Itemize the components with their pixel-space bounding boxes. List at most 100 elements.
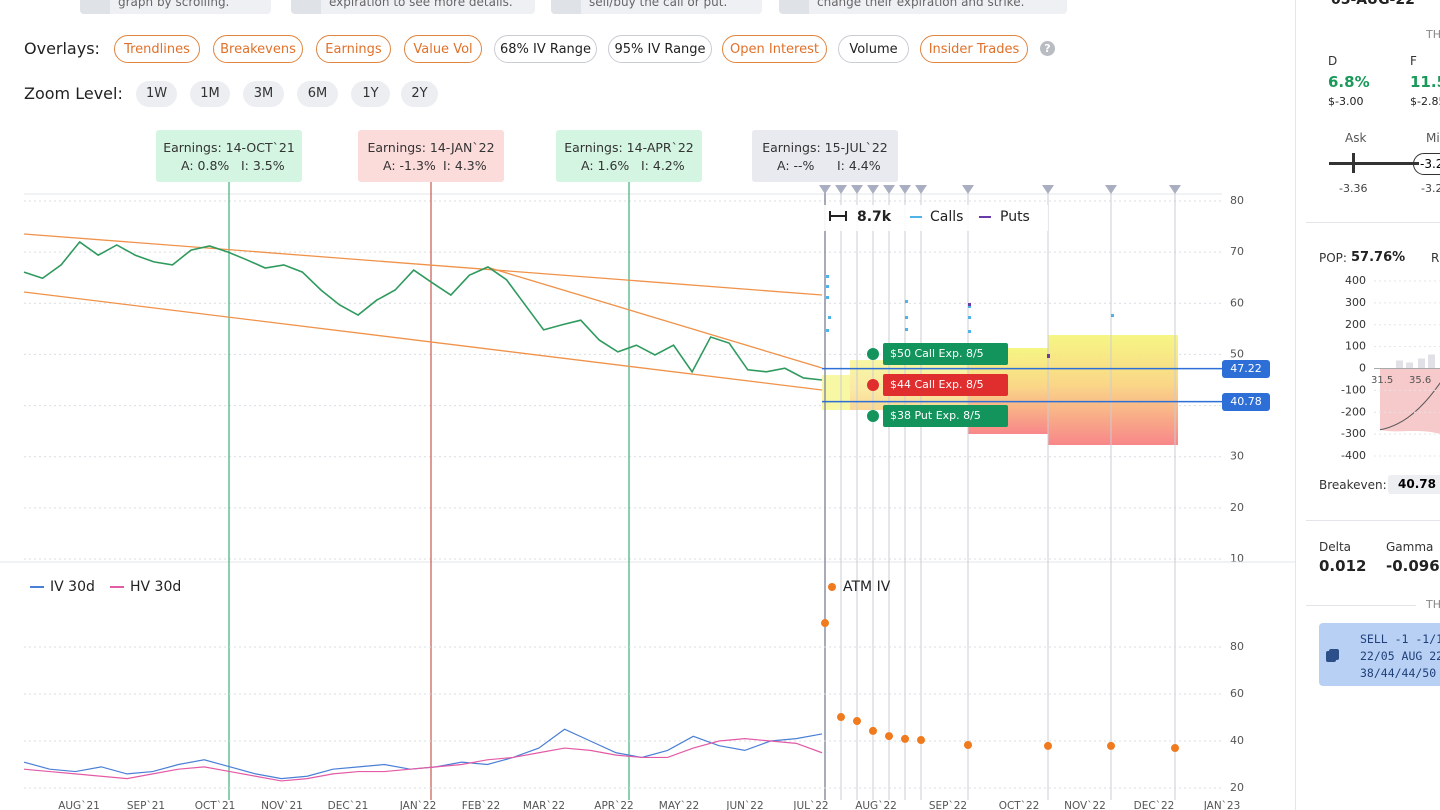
help-icon[interactable]: ? xyxy=(1040,41,1055,56)
overlay-toggle[interactable]: Volume xyxy=(838,35,909,63)
overlay-toggle[interactable]: Breakevens xyxy=(213,35,303,63)
x-tick-label: NOV`22 xyxy=(1064,800,1106,810)
earnings-implied: I: 4.3% xyxy=(443,158,487,173)
overlay-toggle[interactable]: 68% IV Range xyxy=(494,35,597,63)
calls-swatch xyxy=(910,216,922,218)
trendline xyxy=(23,291,823,391)
zoom-button[interactable]: 6M xyxy=(297,81,338,107)
zoom-button[interactable]: 2Y xyxy=(401,81,438,107)
zoom-button[interactable]: 1M xyxy=(190,81,230,107)
y-tick-label: 20 xyxy=(1230,501,1244,514)
greek-name: Gamma xyxy=(1386,540,1434,554)
expiration-marker xyxy=(1105,185,1117,194)
mid-pill: -3.2 xyxy=(1413,153,1440,175)
hint-icon xyxy=(80,0,110,14)
iv-line xyxy=(23,738,823,782)
expiration-marker xyxy=(1042,185,1054,194)
price-badge: 40.78 xyxy=(1222,392,1270,411)
order-dot xyxy=(867,348,879,361)
open-interest-bar xyxy=(826,329,829,332)
overlay-toggle[interactable]: Earnings xyxy=(316,35,391,63)
open-interest-bar xyxy=(826,275,829,278)
open-interest-bar xyxy=(828,316,831,319)
mid-value: -3.2 xyxy=(1421,182,1440,195)
y-tick-label: 80 xyxy=(1230,194,1244,207)
hint-box: change their expiration and strike. xyxy=(779,0,1067,14)
oi-legend: 8.7k Calls Puts xyxy=(822,205,1048,231)
slider-thumb[interactable] xyxy=(1352,153,1355,173)
zoom-button[interactable]: 1Y xyxy=(351,81,390,107)
x-tick-label: SEP`21 xyxy=(127,800,165,810)
hint-icon xyxy=(291,0,321,14)
expiration-marker xyxy=(1169,185,1181,194)
trade-panel: 05-AUG-22 TH D 6.8% $-3.00 F 11.5 $-2.85 Ask Mi -3… xyxy=(1295,0,1440,810)
pl-loss-area xyxy=(1380,368,1440,434)
pop-value: 57.76% xyxy=(1351,250,1406,265)
atm-iv-point xyxy=(869,726,877,735)
y-tick-label: 60 xyxy=(1230,296,1244,309)
overlay-toggle[interactable]: Trendlines xyxy=(114,35,200,63)
expiration-marker xyxy=(851,185,863,194)
order-line: 38/44/44/50 xyxy=(1360,666,1437,680)
legend-label: ATM IV xyxy=(843,579,891,595)
legend-label: HV 30d xyxy=(130,579,181,595)
open-interest-bar xyxy=(968,330,971,333)
x-tick-label: AUG`22 xyxy=(855,800,897,810)
y-tick-label: 200 xyxy=(1345,318,1366,331)
x-tick-label: FEB`22 xyxy=(462,800,501,810)
x-tick-label: APR`22 xyxy=(594,800,633,810)
pop-label: POP: xyxy=(1319,251,1347,265)
x-tick-label: DEC`21 xyxy=(328,800,369,810)
greek-value: 0.012 xyxy=(1319,557,1367,575)
expiration-marker xyxy=(962,185,974,194)
earnings-implied: I: 3.5% xyxy=(241,158,285,173)
zoom-button[interactable]: 3M xyxy=(243,81,284,107)
order-tag[interactable]: $38 Put Exp. 8/5 xyxy=(883,404,1008,427)
overlay-toggle[interactable]: Value Vol xyxy=(404,35,482,63)
section-header: TH xyxy=(1426,28,1440,41)
overlay-toggle[interactable]: 95% IV Range xyxy=(608,35,712,63)
open-interest-bar xyxy=(826,296,829,299)
divider xyxy=(1306,605,1416,606)
hint-text: change their expiration and strike. xyxy=(817,0,1025,9)
open-interest-bar xyxy=(1047,354,1050,358)
expiration-marker xyxy=(883,185,895,194)
hint-icon xyxy=(779,0,809,14)
zoom-label: Zoom Level: xyxy=(24,84,123,103)
expiration-marker xyxy=(835,185,847,194)
x-tick-label: AUG`21 xyxy=(58,800,100,810)
pl-x-label: 31.5 xyxy=(1371,375,1393,386)
col-pct: 6.8% xyxy=(1328,73,1370,91)
atm-iv-point xyxy=(1107,741,1115,750)
earnings-actual: A: 1.6% xyxy=(581,158,630,173)
order-tag[interactable]: $50 Call Exp. 8/5 xyxy=(883,343,1008,366)
hint-text: sell/buy the call or put. xyxy=(589,0,728,9)
range-icon xyxy=(829,211,847,221)
slider-track xyxy=(1329,162,1419,165)
x-tick-label: DEC`22 xyxy=(1134,800,1175,810)
overlay-toggle[interactable]: Open Interest xyxy=(722,35,827,63)
order-tag[interactable]: $44 Call Exp. 8/5 xyxy=(883,374,1008,397)
atm-iv-point xyxy=(821,619,829,628)
earnings-actual: A: -1.3% xyxy=(383,158,436,173)
pop-right: R xyxy=(1431,251,1440,265)
overlay-toggle[interactable]: Insider Trades xyxy=(920,35,1028,63)
open-interest-bar xyxy=(968,305,971,308)
earnings-box: Earnings: 14-APR`22 A: 1.6% I: 4.2% xyxy=(556,130,702,182)
ask-value: -3.36 xyxy=(1339,182,1368,195)
hint-text: graph by scrolling. xyxy=(118,0,230,9)
earnings-title: Earnings: 15-JUL`22 xyxy=(762,140,888,155)
earnings-title: Earnings: 14-JAN`22 xyxy=(367,140,495,155)
y-tick-label: 20 xyxy=(1230,781,1244,794)
pl-heatmap xyxy=(1048,335,1178,445)
y-tick-label: 30 xyxy=(1230,450,1244,463)
zoom-button[interactable]: 1W xyxy=(136,81,177,107)
order-box[interactable]: SELL -1 -1/1 22/05 AUG 22 38/44/44/50 xyxy=(1319,623,1440,686)
atm-iv-point xyxy=(1171,744,1179,753)
order-dot xyxy=(867,379,879,392)
iv-line xyxy=(23,728,823,780)
pl-bar xyxy=(1428,354,1435,369)
price-line xyxy=(23,240,823,381)
greek-name: Delta xyxy=(1319,540,1352,554)
